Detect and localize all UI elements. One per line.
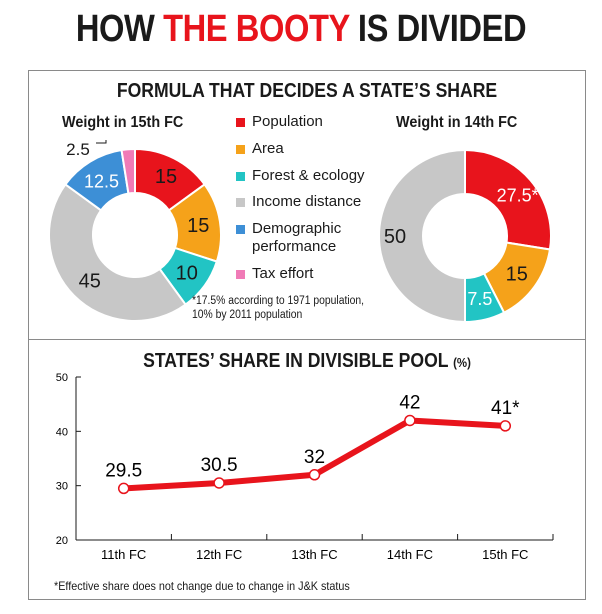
legend-swatch	[236, 145, 245, 154]
legend-label: Population	[252, 113, 323, 130]
donut-14th-title: Weight in 14th FC	[396, 114, 518, 131]
line-section-title: STATES’ SHARE IN DIVISIBLE POOL (%)	[61, 350, 552, 373]
y-tick-label: 40	[56, 426, 68, 438]
data-label: 42	[399, 392, 420, 413]
line-title-text: STATES’ SHARE IN DIVISIBLE POOL	[143, 350, 449, 372]
donut-15th-title: Weight in 15th FC	[62, 114, 184, 131]
data-label: 29.5	[105, 460, 142, 481]
x-tick-label: 13th FC	[291, 547, 337, 562]
page-headline: HOW THE BOOTY IS DIVIDED	[42, 8, 560, 51]
donut-slice-label: 12.5	[84, 171, 119, 191]
infographic-frame	[28, 70, 586, 600]
formula-section-title: FORMULA THAT DECIDES A STATE’S SHARE	[116, 80, 498, 102]
donut-slice-label: 27.5*	[497, 185, 539, 205]
line-footnote: *Effective share does not change due to …	[54, 579, 350, 593]
y-tick-label: 50	[56, 372, 68, 384]
donut-slice-label: 15	[506, 264, 528, 286]
legend-swatch	[236, 118, 245, 127]
headline-part-1: HOW	[75, 8, 164, 50]
donut-slice-population	[464, 148, 552, 251]
legend-swatch	[236, 172, 245, 181]
x-tick-label: 11th FC	[101, 547, 146, 562]
data-point	[404, 414, 416, 427]
line-chart-divisible-pool: 20 30 40 50 29.5 11th FC 30.5 12th FC 32 13th FC 4…	[56, 372, 554, 562]
legend-label: Income distance	[252, 193, 362, 210]
legend-label: Area	[252, 140, 284, 157]
legend-swatch	[236, 270, 245, 279]
donut-chart-14th-fc: 27.5* 15 7.5 50	[378, 148, 552, 324]
legend-label: Demographic performance	[252, 220, 342, 255]
donut-slice-income-distance	[378, 148, 466, 324]
legend-label: Tax effort	[252, 265, 314, 282]
y-tick-label: 20	[56, 535, 68, 547]
data-point	[308, 469, 321, 481]
donut-slice-label: 7.5	[467, 289, 492, 309]
data-label: 32	[304, 447, 325, 468]
donut-slice-label: 15	[155, 166, 177, 188]
donut-footnote: *17.5% according to 1971 population, 10%…	[192, 295, 365, 321]
donut-slice-label: 10	[176, 263, 198, 285]
donut-slice-income-distance	[48, 183, 187, 322]
headline-part-3: IS DIVIDED	[349, 8, 527, 50]
donut-slice-label: 50	[384, 226, 406, 248]
data-point	[213, 477, 225, 489]
donut-slice-label: 2.5	[66, 140, 90, 159]
headline-highlight: THE BOOTY	[163, 8, 350, 50]
section-divider	[28, 339, 586, 340]
x-tick-label: 15th FC	[482, 547, 528, 562]
x-tick-label: 12th FC	[196, 547, 242, 562]
data-label: 41*	[491, 398, 520, 419]
legend-swatch	[236, 198, 245, 207]
donut-slice-label: 15	[187, 215, 209, 237]
x-tick-label: 14th FC	[387, 547, 433, 562]
donut-slice-tax-effort	[120, 147, 136, 195]
data-label: 30.5	[201, 455, 238, 476]
donut-chart-15th-fc: 15 15 10 45 12.5 2.5	[48, 140, 222, 322]
y-tick-label: 30	[56, 481, 68, 493]
line-title-unit: (%)	[453, 355, 471, 370]
legend-label: Forest & ecology	[252, 167, 365, 184]
leader-line	[96, 140, 107, 144]
donut-slice-label: 45	[79, 270, 101, 292]
data-point	[499, 420, 512, 432]
data-point	[117, 482, 130, 495]
legend-swatch	[236, 225, 245, 234]
